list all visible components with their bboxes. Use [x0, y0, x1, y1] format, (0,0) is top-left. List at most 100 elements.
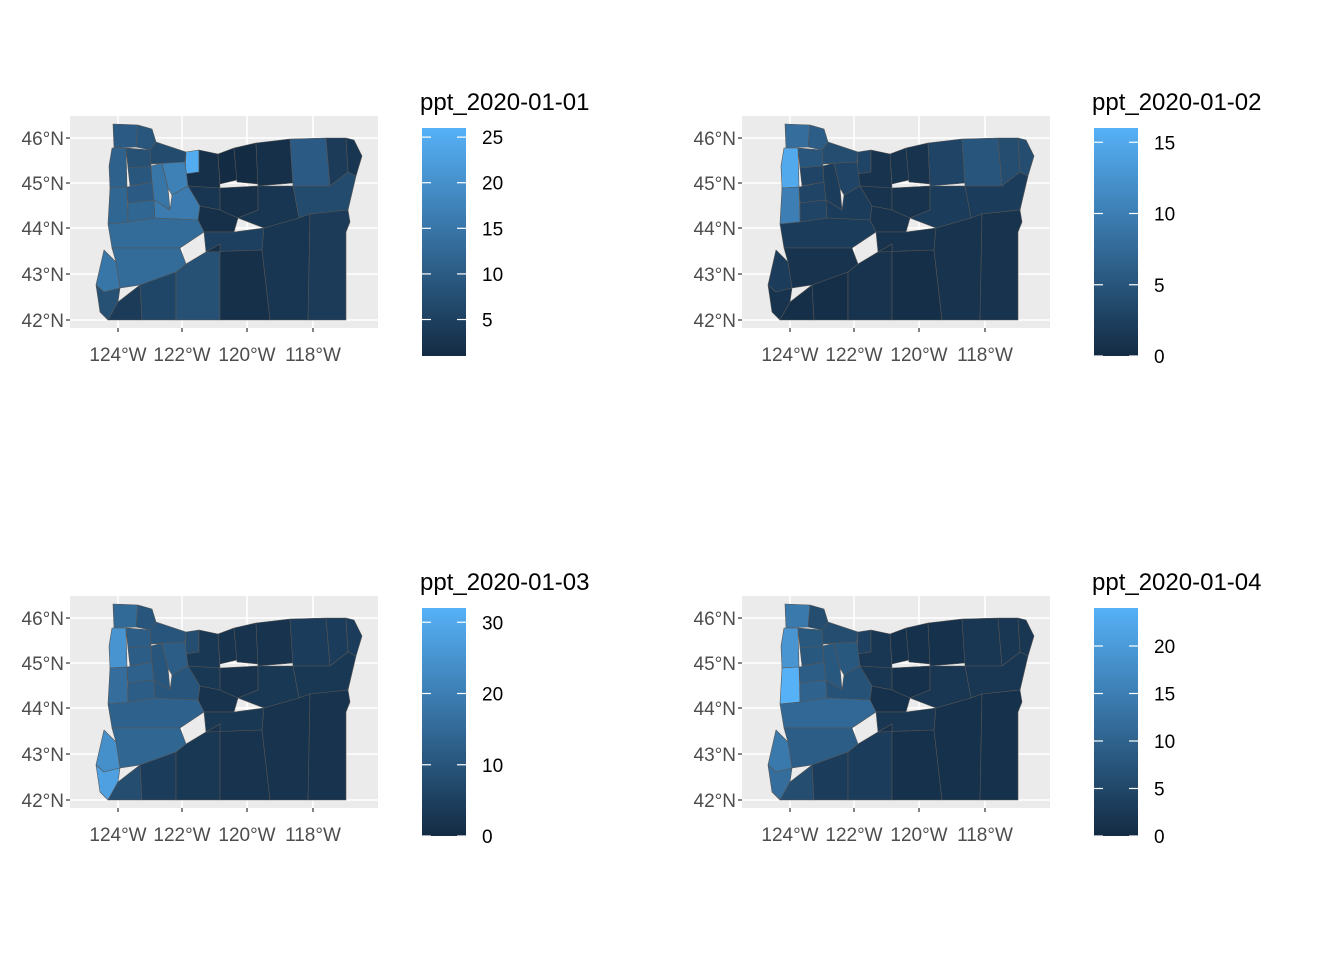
y-tick-label: 43°N [694, 745, 736, 766]
county-washington [125, 627, 152, 649]
county-morrow [927, 618, 966, 667]
y-tick-label: 42°N [694, 791, 736, 812]
legend-label: 10 [1154, 732, 1175, 753]
legend-label: 15 [1154, 685, 1175, 706]
county-gilliam [233, 142, 259, 185]
y-tick-label: 43°N [22, 745, 64, 766]
county-hood-river [856, 629, 872, 655]
county-tillamook [108, 627, 128, 669]
y-tick-label: 43°N [22, 265, 64, 286]
y-tick-label: 44°N [694, 219, 736, 240]
x-tick-label: 118°W [957, 825, 1013, 846]
county-umatilla [289, 617, 331, 667]
county-harney [933, 693, 983, 801]
county-map [767, 123, 1035, 321]
x-tick-label: 118°W [285, 345, 341, 366]
county-gilliam [905, 622, 931, 665]
legend-label: 5 [1154, 276, 1165, 297]
y-tick-label: 46°N [694, 129, 736, 150]
county-sherman [217, 627, 238, 665]
county-hood-river [856, 149, 872, 175]
county-malheur [979, 209, 1023, 321]
y-tick-label: 45°N [694, 174, 736, 195]
y-tick-label: 44°N [22, 699, 64, 720]
legend-label: 15 [482, 219, 503, 240]
y-tick-label: 44°N [22, 219, 64, 240]
county-gilliam [233, 622, 259, 665]
county-umatilla [961, 137, 1003, 187]
legend-label: 5 [482, 311, 493, 332]
county-lincoln [107, 666, 129, 705]
county-umatilla [961, 617, 1003, 667]
legend-label: 5 [1154, 780, 1165, 801]
county-wallowa [345, 137, 363, 177]
county-wallowa [1017, 137, 1035, 177]
county-harney [261, 693, 311, 801]
legend-title: ppt_2020-01-04 [1092, 569, 1261, 596]
x-tick-label: 124°W [761, 825, 818, 846]
county-tillamook [780, 627, 800, 669]
county-lake [205, 723, 271, 801]
county-lincoln [779, 666, 801, 705]
legend-label: 0 [482, 827, 493, 848]
county-morrow [927, 138, 966, 187]
county-lake [877, 723, 943, 801]
legend-title: ppt_2020-01-02 [1092, 89, 1261, 116]
legend-label: 30 [482, 613, 503, 634]
y-tick-label: 45°N [22, 654, 64, 675]
county-morrow [255, 138, 294, 187]
y-tick-label: 44°N [694, 699, 736, 720]
county-malheur [979, 689, 1023, 801]
y-tick-label: 43°N [694, 265, 736, 286]
legend-colorbar [422, 128, 466, 356]
county-harney [933, 213, 983, 321]
county-map [95, 123, 363, 321]
county-morrow [255, 618, 294, 667]
county-tillamook [780, 147, 800, 189]
legend-label: 10 [482, 756, 503, 777]
x-tick-label: 122°W [825, 825, 882, 846]
county-clatsop [112, 123, 139, 149]
y-tick-label: 42°N [22, 791, 64, 812]
x-tick-label: 118°W [957, 345, 1013, 366]
legend-label: 20 [1154, 637, 1175, 658]
x-tick-label: 118°W [285, 825, 341, 846]
map-panel-2: 46°N 45°N 44°N 43°N 42°N 124°W 122°W 120°W 118°W… [694, 89, 1262, 368]
county-map [95, 603, 363, 801]
legend-title: ppt_2020-01-01 [420, 89, 589, 116]
legend-title: ppt_2020-01-03 [420, 569, 589, 596]
county-washington [125, 147, 152, 169]
county-sherman [889, 627, 910, 665]
county-malheur [307, 689, 351, 801]
county-sherman [889, 147, 910, 185]
legend-colorbar [1094, 128, 1138, 356]
x-tick-label: 120°W [890, 345, 947, 366]
x-tick-label: 120°W [218, 825, 275, 846]
legend-label: 10 [1154, 205, 1175, 226]
x-tick-label: 124°W [761, 345, 818, 366]
legend-label: 20 [482, 174, 503, 195]
x-tick-label: 120°W [890, 825, 947, 846]
x-tick-label: 122°W [153, 345, 210, 366]
y-tick-label: 42°N [694, 311, 736, 332]
legend-label: 10 [482, 265, 503, 286]
county-clatsop [112, 603, 139, 629]
legend-label: 25 [482, 128, 503, 149]
county-washington [797, 627, 824, 649]
y-tick-label: 46°N [694, 609, 736, 630]
county-hood-river [184, 149, 200, 175]
county-washington [797, 147, 824, 169]
county-lake [205, 243, 271, 321]
county-lincoln [779, 186, 801, 225]
county-hood-river [184, 629, 200, 655]
county-map [767, 603, 1035, 801]
x-tick-label: 122°W [825, 345, 882, 366]
legend-label: 20 [482, 685, 503, 706]
county-malheur [307, 209, 351, 321]
county-lake [877, 243, 943, 321]
map-panel-1: 46°N 45°N 44°N 43°N 42°N 124°W 122°W 120°W 118°W… [22, 89, 590, 366]
x-tick-label: 124°W [89, 825, 146, 846]
legend-colorbar [1094, 608, 1138, 836]
legend-label: 0 [1154, 347, 1165, 368]
